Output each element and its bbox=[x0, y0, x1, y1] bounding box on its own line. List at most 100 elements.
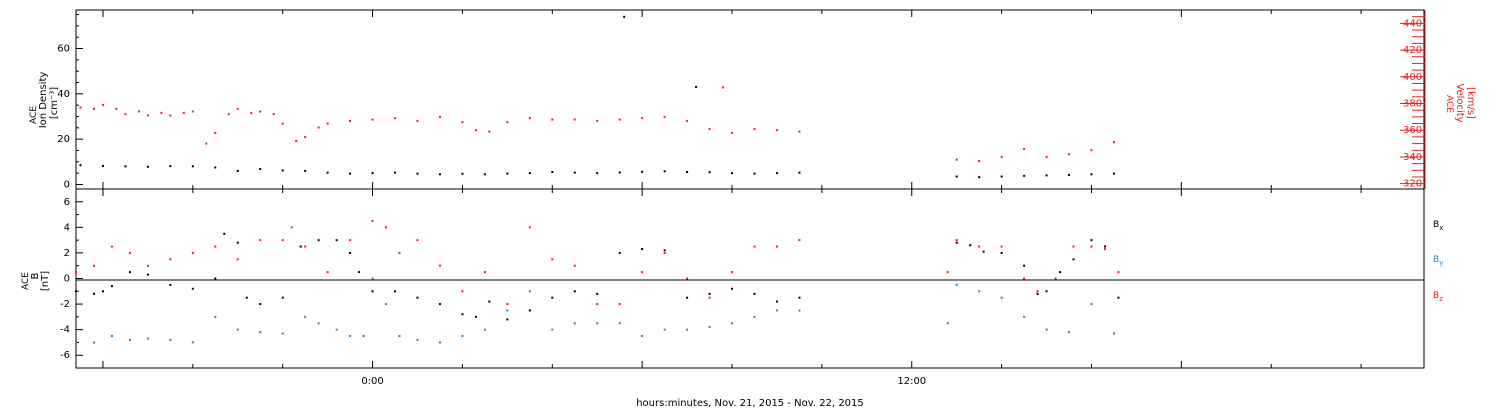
velocity-point bbox=[1090, 149, 1093, 152]
velocity-point bbox=[798, 130, 801, 133]
velocity-point bbox=[137, 110, 140, 113]
bx-point bbox=[1072, 258, 1075, 261]
by-point bbox=[573, 322, 576, 325]
by-point bbox=[753, 315, 756, 318]
bx-point bbox=[101, 290, 104, 293]
velocity-point bbox=[349, 119, 352, 122]
legend-by-sub: y bbox=[1439, 259, 1443, 267]
velocity-point bbox=[250, 111, 253, 114]
velocity-point bbox=[191, 110, 194, 113]
bfield-ylabel-line-3: [nT] bbox=[40, 271, 51, 291]
velocity-point bbox=[528, 117, 531, 120]
velocity-point bbox=[214, 131, 217, 134]
bz-point bbox=[438, 264, 441, 267]
density-point bbox=[438, 173, 441, 176]
by-point bbox=[290, 226, 293, 229]
by-point bbox=[1045, 328, 1048, 331]
bx-point bbox=[1000, 251, 1003, 254]
velocity-point bbox=[281, 122, 284, 125]
bx-point bbox=[371, 290, 374, 293]
density-point bbox=[686, 171, 689, 174]
bx-point bbox=[394, 290, 397, 293]
bz-point bbox=[551, 258, 554, 261]
bz-point bbox=[618, 303, 621, 306]
bz-point bbox=[955, 239, 958, 242]
by-point bbox=[798, 309, 801, 312]
bx-point bbox=[528, 309, 531, 312]
bz-point bbox=[663, 251, 666, 254]
legend-by-name: B bbox=[1433, 255, 1439, 265]
density-point bbox=[731, 172, 734, 175]
bx-point bbox=[1023, 264, 1026, 267]
bz-point bbox=[731, 271, 734, 274]
velocity-point bbox=[182, 111, 185, 114]
density-point bbox=[259, 168, 262, 171]
density-y-tick-label: 60 bbox=[57, 44, 70, 55]
velocity-y-tick-label: 360 bbox=[1403, 125, 1422, 136]
velocity-y-tick-label: 380 bbox=[1403, 99, 1422, 110]
density-point bbox=[461, 172, 464, 175]
velocity-point bbox=[416, 119, 419, 122]
velocity-point bbox=[304, 135, 307, 138]
bz-point bbox=[798, 239, 801, 242]
bz-point bbox=[416, 239, 419, 242]
x-tick-label: 12:00 bbox=[897, 376, 926, 387]
axes-layer: 0:00 12:000204060320340360380400420440-6-… bbox=[57, 10, 1426, 387]
density-point bbox=[663, 170, 666, 173]
x-axis-title: hours:minutes, Nov. 21, 2015 - Nov. 22, … bbox=[636, 398, 864, 409]
velocity-point bbox=[115, 107, 118, 110]
bx-point bbox=[775, 300, 778, 303]
velocity-point bbox=[79, 106, 82, 109]
by-point bbox=[398, 335, 401, 338]
velocity-point bbox=[371, 118, 374, 121]
bz-point bbox=[326, 271, 329, 274]
density-point bbox=[573, 171, 576, 174]
by-point bbox=[371, 277, 374, 280]
legend-bx: Bx bbox=[1433, 220, 1443, 232]
bz-point bbox=[304, 245, 307, 248]
bx-point bbox=[110, 285, 113, 288]
bz-point bbox=[191, 251, 194, 254]
density-point bbox=[618, 171, 621, 174]
bfield-y-tick-label: -6 bbox=[60, 350, 70, 361]
bx-point bbox=[461, 313, 464, 316]
by-point bbox=[317, 322, 320, 325]
by-point bbox=[1112, 332, 1115, 335]
velocity-point bbox=[573, 118, 576, 121]
legend-bz-name: B bbox=[1433, 291, 1439, 301]
bz-point bbox=[236, 258, 239, 261]
by-point bbox=[978, 290, 981, 293]
bx-point bbox=[686, 296, 689, 299]
velocity-point bbox=[731, 131, 734, 134]
bz-point bbox=[1036, 290, 1039, 293]
legend-bx-name: B bbox=[1433, 220, 1439, 230]
velocity-point bbox=[1000, 155, 1003, 158]
by-point bbox=[438, 341, 441, 344]
bx-point bbox=[281, 296, 284, 299]
velocity-point bbox=[236, 107, 239, 110]
by-point bbox=[75, 341, 77, 344]
bz-point bbox=[528, 226, 531, 229]
bx-point bbox=[618, 251, 621, 254]
density-point bbox=[146, 165, 149, 168]
by-point bbox=[349, 335, 352, 338]
by-point bbox=[1000, 296, 1003, 299]
velocity-point bbox=[663, 115, 666, 118]
bx-point bbox=[573, 290, 576, 293]
by-point bbox=[146, 337, 149, 340]
bx-point bbox=[146, 273, 149, 276]
bfield-y-tick-label: -4 bbox=[60, 325, 70, 336]
velocity-point bbox=[394, 117, 397, 120]
bx-point bbox=[1103, 245, 1106, 248]
bfield-y-tick-label: 0 bbox=[64, 274, 70, 285]
bx-point bbox=[317, 239, 320, 242]
bz-point bbox=[641, 271, 644, 274]
velocity-ylabel-line-2: Velocity bbox=[1454, 83, 1465, 122]
by-point bbox=[551, 328, 554, 331]
bx-point bbox=[753, 292, 756, 295]
bx-point bbox=[92, 292, 95, 295]
by-point bbox=[92, 341, 95, 344]
bx-point bbox=[1036, 292, 1039, 295]
marks-layer bbox=[75, 15, 1120, 344]
density-point bbox=[304, 169, 307, 172]
